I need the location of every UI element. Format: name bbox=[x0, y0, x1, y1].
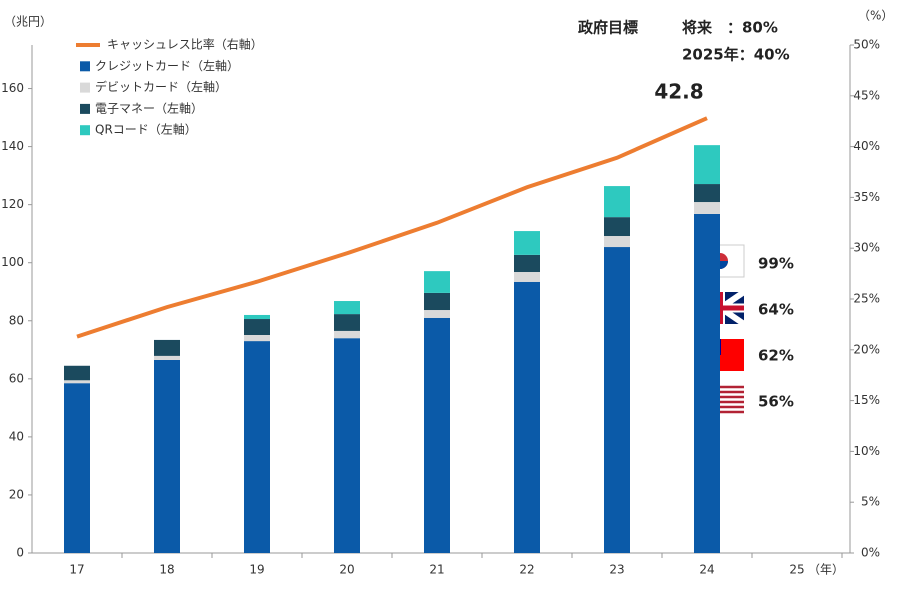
bar-segment bbox=[334, 338, 360, 553]
bar-segment bbox=[424, 317, 450, 553]
y2-tick-label: 20% bbox=[853, 342, 880, 356]
bar-segment bbox=[334, 330, 360, 339]
y2-tick-label: 50% bbox=[853, 38, 880, 52]
x-tick-label: 18 bbox=[159, 563, 174, 577]
legend-label: 電子マネー（左軸） bbox=[95, 100, 203, 115]
country-rate: 62% bbox=[758, 347, 794, 365]
bar-segment bbox=[154, 339, 180, 356]
country-rate: 99% bbox=[758, 255, 794, 273]
legend-swatch bbox=[80, 125, 90, 136]
target-title: 政府目標 bbox=[578, 19, 638, 37]
legend-label: クレジットカード（左軸） bbox=[95, 58, 239, 73]
bar-segment bbox=[604, 247, 630, 553]
y2-tick-label: 30% bbox=[853, 241, 880, 255]
y2-tick-label: 15% bbox=[853, 393, 880, 407]
legend-swatch bbox=[80, 61, 90, 72]
country-rate: 64% bbox=[758, 301, 794, 319]
legend-label: デビットカード（左軸） bbox=[95, 79, 227, 94]
x-tick-label: 23 bbox=[609, 563, 624, 577]
bar-segment bbox=[334, 314, 360, 331]
bar-segment bbox=[604, 217, 630, 237]
bar-segment bbox=[514, 281, 540, 553]
bar-segment bbox=[244, 334, 270, 342]
bar-segment bbox=[64, 380, 90, 384]
y-tick-label: 160 bbox=[1, 81, 24, 95]
bar-segment bbox=[514, 272, 540, 282]
bar-segment bbox=[154, 355, 180, 360]
data-label: 42.8 bbox=[654, 80, 703, 104]
y-axis-label: （兆円） bbox=[4, 15, 52, 29]
x-axis-label: （年） bbox=[808, 563, 844, 577]
bar-segment bbox=[64, 383, 90, 553]
y-tick-label: 140 bbox=[1, 139, 24, 153]
bar-segment bbox=[244, 341, 270, 553]
bar-segment bbox=[424, 292, 450, 311]
line bbox=[76, 116, 708, 339]
flag-usa-stripes bbox=[697, 385, 744, 414]
bar-segment bbox=[334, 301, 360, 315]
x-tick-label: 22 bbox=[519, 563, 534, 577]
bar-segment bbox=[604, 236, 630, 248]
x-tick-label: 19 bbox=[249, 563, 264, 577]
legend-swatch bbox=[80, 82, 90, 93]
y-tick-label: 0 bbox=[16, 546, 24, 560]
x-tick-label: 24 bbox=[699, 563, 714, 577]
y-tick-label: 40 bbox=[9, 429, 24, 443]
y2-tick-label: 45% bbox=[853, 88, 880, 102]
country-rate: 56% bbox=[758, 393, 794, 411]
bar-segment bbox=[694, 213, 720, 553]
target-future: 将来 ：80% bbox=[682, 19, 778, 37]
target-2025: 2025年：40% bbox=[682, 46, 790, 64]
bar-segment bbox=[154, 359, 180, 553]
x-tick-label: 17 bbox=[69, 563, 84, 577]
legend-label: キャッシュレス比率（右軸） bbox=[107, 37, 263, 52]
bar-segment bbox=[244, 314, 270, 320]
y-tick-label: 120 bbox=[1, 197, 24, 211]
x-tick-label: 25 bbox=[789, 563, 804, 577]
y2-tick-label: 5% bbox=[861, 495, 880, 509]
y-tick-label: 100 bbox=[1, 255, 24, 269]
y2-tick-label: 35% bbox=[853, 190, 880, 204]
bar-segment bbox=[694, 202, 720, 214]
y2-tick-label: 10% bbox=[853, 444, 880, 458]
bar-segment bbox=[694, 184, 720, 203]
bar-segment bbox=[604, 186, 630, 218]
y-tick-label: 60 bbox=[9, 371, 24, 385]
y-tick-label: 80 bbox=[9, 313, 24, 327]
bar-segment bbox=[64, 365, 90, 381]
bar-segment bbox=[424, 271, 450, 293]
bar-segment bbox=[514, 231, 540, 255]
y2-axis-label: （%） bbox=[858, 9, 893, 23]
legend-swatch bbox=[80, 103, 90, 114]
bar-segment bbox=[694, 145, 720, 185]
bar-segment bbox=[244, 319, 270, 335]
y2-tick-label: 25% bbox=[853, 292, 880, 306]
legend-label: QRコード（左軸） bbox=[95, 122, 197, 137]
x-tick-label: 20 bbox=[339, 563, 354, 577]
x-tick-label: 21 bbox=[429, 563, 444, 577]
y2-tick-label: 40% bbox=[853, 139, 880, 153]
y2-tick-label: 0% bbox=[861, 546, 880, 560]
y-tick-label: 20 bbox=[9, 487, 24, 501]
bar-segment bbox=[424, 310, 450, 318]
bar-segment bbox=[514, 254, 540, 273]
